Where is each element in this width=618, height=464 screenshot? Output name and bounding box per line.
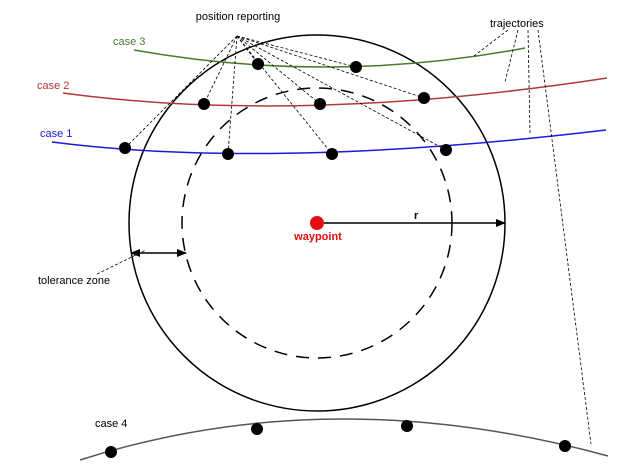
report-point bbox=[105, 446, 117, 458]
trajectory-case-1 bbox=[51, 129, 607, 155]
case-4-label: case 4 bbox=[95, 418, 127, 430]
report-point bbox=[119, 142, 131, 154]
position-reporting-leaders bbox=[124, 35, 447, 155]
position-reporting-label: position reporting bbox=[196, 11, 280, 23]
report-point bbox=[440, 144, 452, 156]
trajectory-case-4 bbox=[79, 418, 609, 461]
position-points bbox=[105, 58, 571, 458]
trajectories-leaders bbox=[473, 29, 592, 445]
waypoint-marker bbox=[310, 216, 324, 230]
report-point bbox=[222, 148, 234, 160]
report-point bbox=[350, 61, 362, 73]
report-point bbox=[326, 148, 338, 160]
trajectory-case-2 bbox=[62, 77, 608, 107]
case-3-label: case 3 bbox=[113, 36, 145, 48]
report-point bbox=[418, 92, 430, 104]
tolerance-zone-label: tolerance zone bbox=[38, 275, 110, 287]
report-point bbox=[314, 98, 326, 110]
trajectory-case-3 bbox=[133, 47, 526, 68]
report-point bbox=[401, 420, 413, 432]
case-2-label: case 2 bbox=[37, 80, 69, 92]
report-point bbox=[198, 98, 210, 110]
case-1-label: case 1 bbox=[40, 128, 72, 140]
report-point bbox=[251, 423, 263, 435]
report-point bbox=[559, 440, 571, 452]
radius-label: r bbox=[414, 210, 419, 222]
report-point bbox=[252, 58, 264, 70]
trajectories-label: trajectories bbox=[490, 18, 544, 30]
waypoint-label: waypoint bbox=[293, 231, 342, 243]
